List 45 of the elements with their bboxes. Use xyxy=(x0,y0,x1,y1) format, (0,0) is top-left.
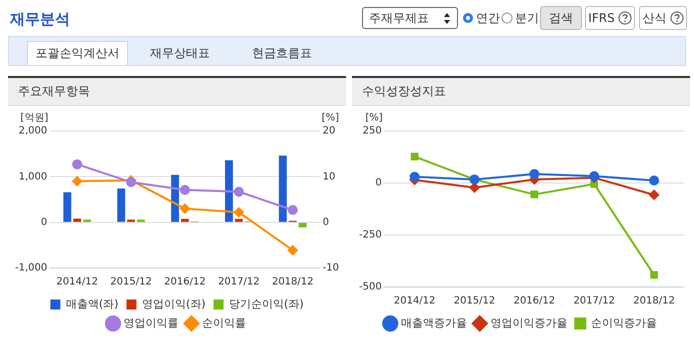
y2-axis-title: [%] xyxy=(322,112,340,124)
chart-title: 수익성장성지표 xyxy=(352,76,690,106)
x-tick-label: 2014/12 xyxy=(394,296,436,307)
chart-title: 주요재무항목 xyxy=(8,76,346,106)
y2-tick-label: 10 xyxy=(322,171,336,182)
text: 현금흐름표 xyxy=(252,44,312,62)
legend-label: 당기순이익(좌) xyxy=(229,297,304,310)
text: 주재무제표 xyxy=(369,10,429,26)
y-tick-label: -500 xyxy=(358,282,382,293)
y-axis-title: [%] xyxy=(365,112,383,124)
text: 연간 xyxy=(476,10,500,26)
text: 재무상태표 xyxy=(150,44,210,62)
legend-label: 영업이익률 xyxy=(124,316,178,330)
text: 검색 xyxy=(549,10,573,26)
text: IFRS xyxy=(588,11,615,25)
x-tick-label: 2015/12 xyxy=(454,296,496,307)
y-tick-label: -250 xyxy=(358,230,382,241)
x-tick-label: 2016/12 xyxy=(514,296,556,307)
y-tick-label: 0 xyxy=(40,216,48,228)
y-tick-label: 0 xyxy=(375,178,382,189)
text: 산식 xyxy=(642,10,666,26)
y-tick-label: 250 xyxy=(362,126,382,137)
legend-label: 매출액증가율 xyxy=(400,316,467,330)
x-tick-label: 2014/12 xyxy=(56,276,98,288)
legend-label: 영업이익(좌) xyxy=(142,297,206,310)
y-tick-label: -1,000 xyxy=(14,262,48,274)
legend-label: 순이익률 xyxy=(202,316,246,330)
legend-label: 순이익증가율 xyxy=(590,316,657,330)
text: 포괄손익계산서 xyxy=(36,45,120,62)
x-tick-label: 2015/12 xyxy=(110,276,152,288)
y-axis-title: [억원] xyxy=(20,112,48,124)
y2-tick-label: 20 xyxy=(322,126,336,137)
x-tick-label: 2018/12 xyxy=(633,296,675,307)
text: 분기 xyxy=(515,10,539,26)
y2-tick-label: -10 xyxy=(322,262,340,274)
y-tick-label: 2,000 xyxy=(18,126,48,137)
x-tick-label: 2017/12 xyxy=(218,276,260,288)
y-tick-label: 1,000 xyxy=(18,171,48,182)
x-tick-label: 2018/12 xyxy=(272,276,314,288)
x-tick-label: 2016/12 xyxy=(164,276,206,288)
legend-label: 매출액(좌) xyxy=(66,297,118,310)
legend-label: 영업이익증가율 xyxy=(490,316,568,330)
y2-tick-label: 0 xyxy=(322,216,330,228)
text: 재무분석 xyxy=(10,10,70,30)
x-tick-label: 2017/12 xyxy=(573,296,615,307)
